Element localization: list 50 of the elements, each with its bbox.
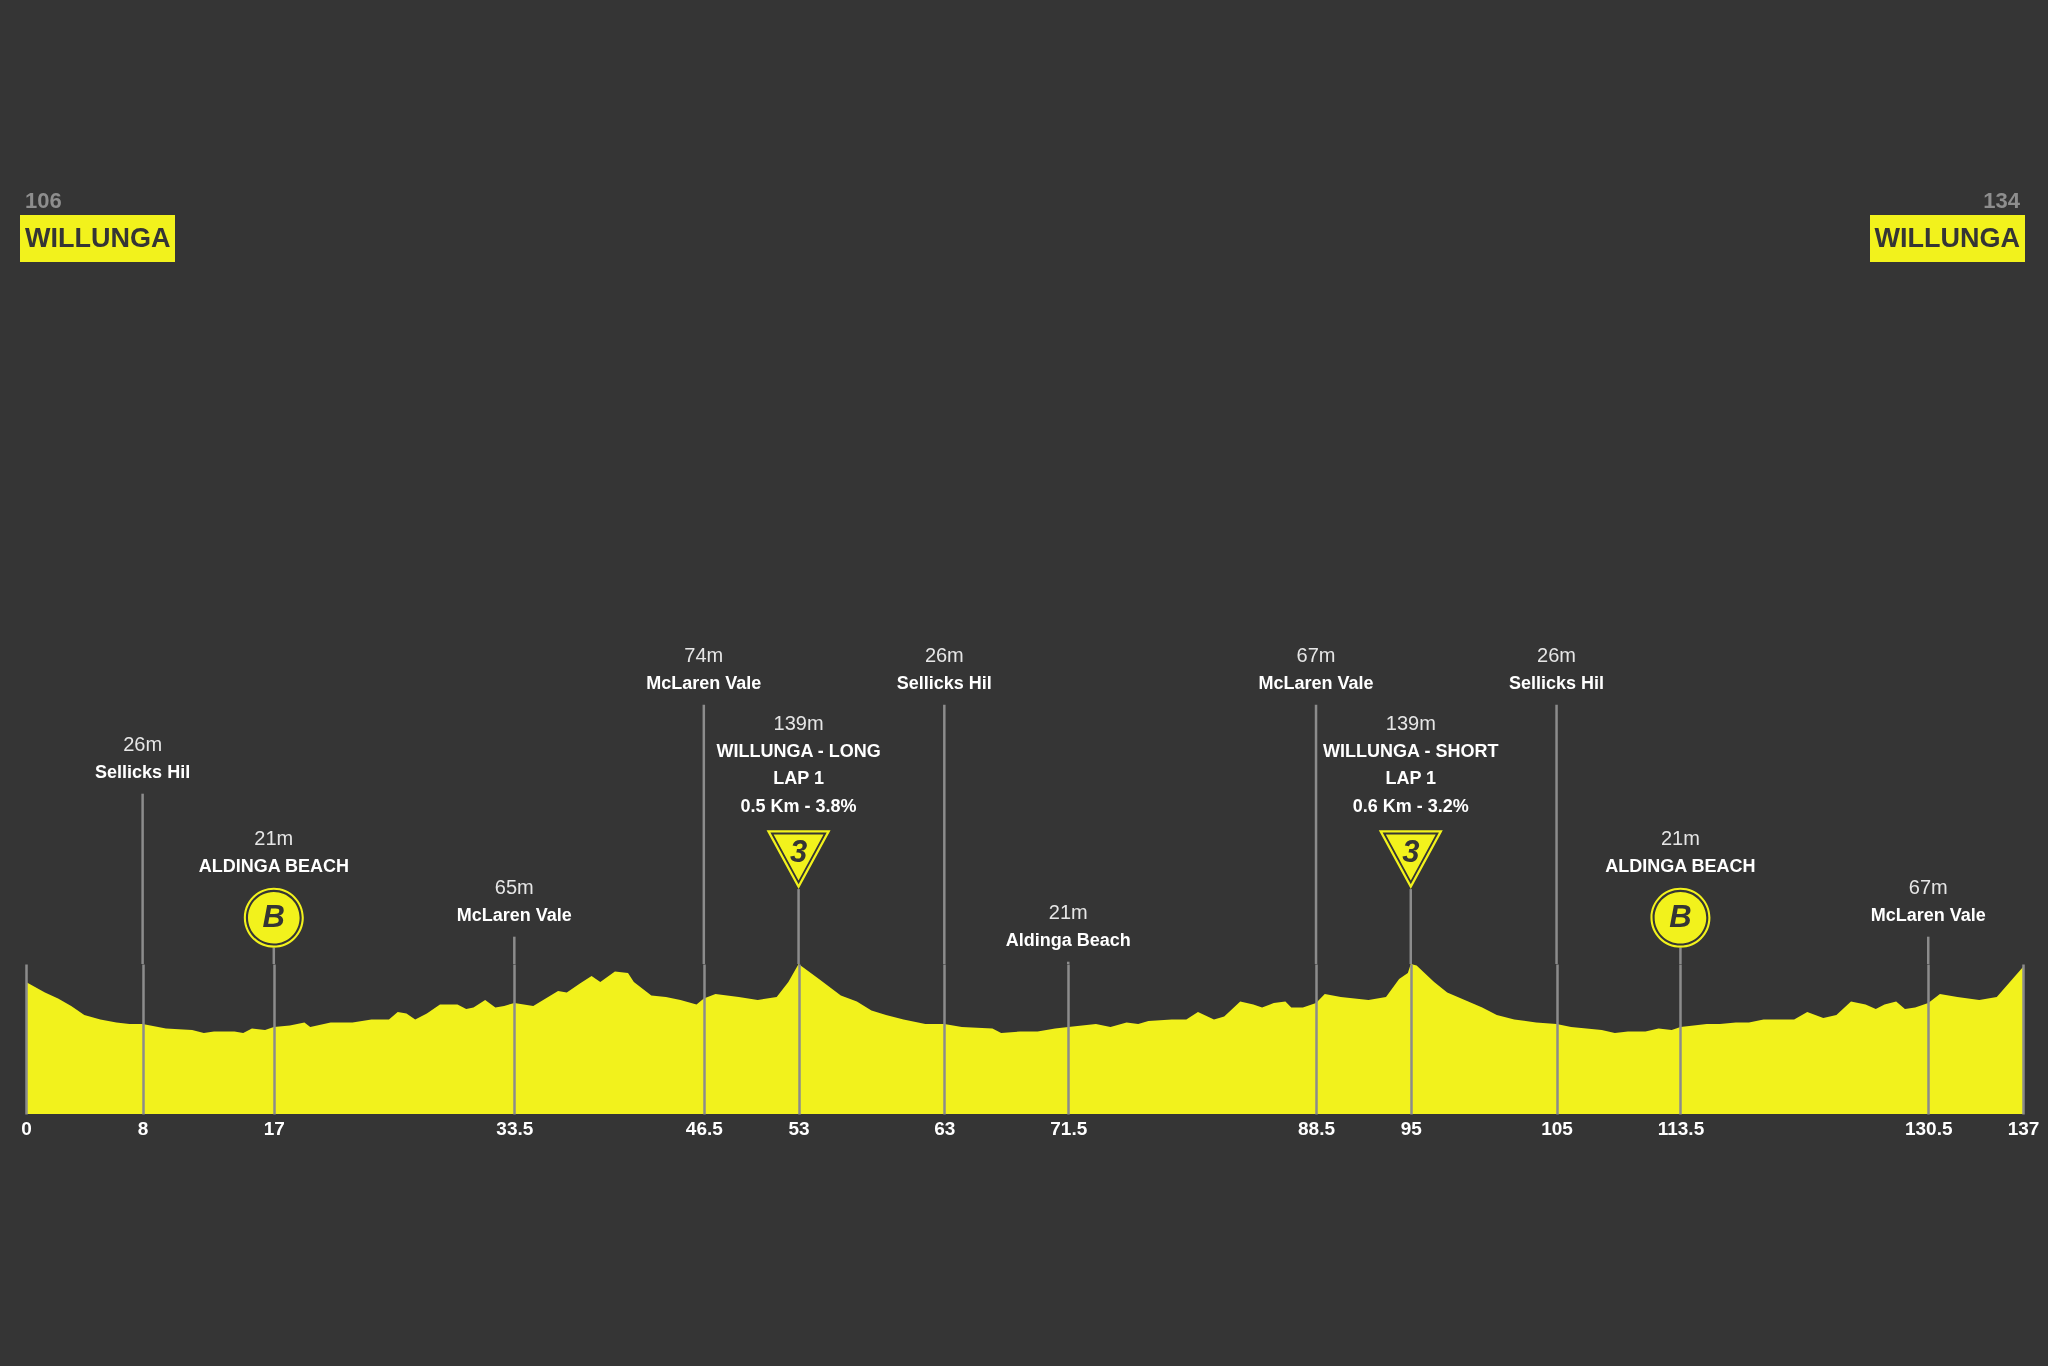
x-tick-label: 63 (934, 1117, 956, 1139)
text: McLaren Vale (1870, 904, 1986, 925)
text: 106 (25, 188, 62, 213)
text: 21m (254, 827, 294, 849)
text: ALDINGA BEACH (1605, 855, 1756, 876)
text: McLaren Vale (456, 904, 572, 925)
text: 134 (1983, 188, 2021, 213)
x-tick-label: 95 (1400, 1117, 1423, 1139)
text: WILLUNGA (25, 222, 171, 253)
text: 65m (494, 876, 534, 898)
text: WILLUNGA (1874, 222, 2020, 253)
text: LAP 1 (773, 768, 824, 789)
text: 3 (1402, 833, 1420, 869)
text: Sellicks Hil (896, 672, 992, 693)
x-tick-label: 46.5 (685, 1117, 724, 1139)
text: Sellicks Hil (1509, 672, 1605, 693)
x-tick-label: 137 (2007, 1117, 2040, 1139)
text: 26m (924, 644, 964, 666)
text: 0.6 Km - 3.2% (1352, 796, 1469, 817)
x-tick-label: 33.5 (496, 1117, 534, 1139)
x-tick-label: 71.5 (1050, 1117, 1088, 1139)
text: B (262, 898, 285, 934)
x-tick-label: 105 (1541, 1117, 1574, 1139)
text: ALDINGA BEACH (198, 855, 349, 876)
text: 74m (684, 644, 724, 666)
text: 67m (1908, 876, 1948, 898)
x-tick-label: 17 (263, 1117, 285, 1139)
text: 26m (1537, 644, 1576, 666)
x-tick-label: 113.5 (1657, 1117, 1705, 1139)
x-tick-label: 130.5 (1904, 1117, 1953, 1139)
text: B (1669, 898, 1692, 934)
text: WILLUNGA - LONG (716, 740, 881, 761)
x-tick-label: 8 (137, 1117, 149, 1139)
text: 26m (123, 733, 163, 755)
text: McLaren Vale (646, 672, 762, 693)
text: 3 (789, 833, 808, 869)
text: 21m (1048, 901, 1088, 923)
x-tick-label: 0 (21, 1117, 32, 1139)
text: 21m (1661, 827, 1700, 849)
text: Aldinga Beach (1005, 929, 1131, 950)
x-tick-label: 53 (788, 1117, 810, 1139)
text: WILLUNGA - SHORT (1323, 740, 1499, 761)
text: Sellicks Hil (95, 761, 191, 782)
x-tick-label: 88.5 (1298, 1117, 1336, 1139)
text: 139m (1385, 712, 1436, 734)
text: LAP 1 (1385, 768, 1437, 789)
text: McLaren Vale (1258, 672, 1374, 693)
text: 67m (1296, 644, 1336, 666)
text: 0.5 Km - 3.8% (740, 796, 857, 817)
text: 139m (773, 712, 824, 734)
